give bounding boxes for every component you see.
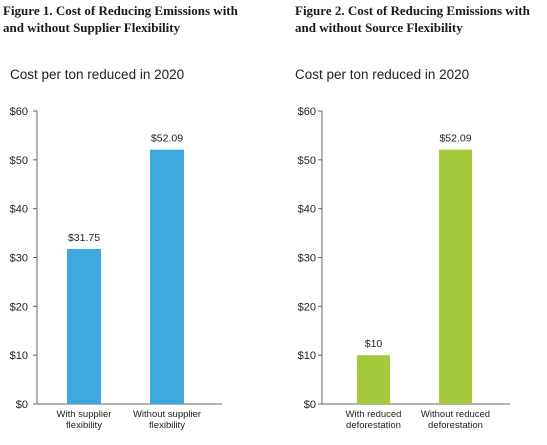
y-tick-label: $30 (298, 253, 316, 265)
category-label-line: Without reduced (421, 409, 490, 420)
figure-2-chart: Cost per ton reduced in 2020 $0 $10 $20 $30 $… (295, 67, 510, 431)
category-label: Without reduced deforestation (421, 409, 490, 431)
category-label-line: Without supplier (133, 409, 201, 420)
category-label: Without supplier flexibility (133, 409, 201, 431)
figure-2-title: Figure 2. Cost of Reducing Emissions wit… (295, 3, 530, 35)
category-label-line: With reduced (346, 409, 402, 420)
category-label-line: flexibility (66, 420, 102, 431)
y-tick-label: $30 (10, 253, 28, 265)
category-label-line: With supplier (57, 409, 112, 420)
bar (67, 248, 101, 404)
y-tick-label: $0 (16, 399, 28, 411)
figure-1: Figure 1. Cost of Reducing Emissions wit… (0, 0, 273, 445)
bar (150, 149, 184, 404)
bar (357, 355, 390, 404)
y-tick-label: $20 (298, 301, 316, 313)
y-tick-label: $50 (298, 155, 316, 167)
y-tick-label: $60 (10, 106, 28, 118)
figure-2: Figure 2. Cost of Reducing Emissions wit… (273, 0, 546, 445)
data-label: $31.75 (68, 232, 100, 244)
y-tick-label: $50 (10, 155, 28, 167)
y-tick-label: $10 (298, 350, 316, 362)
data-label: $52.09 (151, 133, 183, 145)
category-label-line: flexibility (149, 420, 185, 431)
category-label: With reduced deforestation (346, 409, 402, 431)
y-tick-label: $60 (298, 106, 316, 118)
figure-1-chart: Cost per ton reduced in 2020 $0 $10 $20 $30 $… (10, 67, 222, 431)
data-label: $10 (365, 338, 383, 350)
y-tick-label: $20 (10, 301, 28, 313)
bar (439, 149, 472, 404)
category-label: With supplier flexibility (57, 409, 112, 431)
data-label: $52.09 (439, 133, 471, 145)
y-tick-label: $40 (10, 204, 28, 216)
figure-1-title: Figure 1. Cost of Reducing Emissions wit… (3, 3, 238, 35)
y-tick-label: $10 (10, 350, 28, 362)
category-label-line: deforestation (428, 420, 483, 431)
category-label-line: deforestation (346, 420, 401, 431)
chart-subtitle: Cost per ton reduced in 2020 (10, 67, 184, 82)
y-tick-label: $40 (298, 204, 316, 216)
y-tick-label: $0 (304, 399, 316, 411)
chart-subtitle: Cost per ton reduced in 2020 (295, 67, 469, 82)
